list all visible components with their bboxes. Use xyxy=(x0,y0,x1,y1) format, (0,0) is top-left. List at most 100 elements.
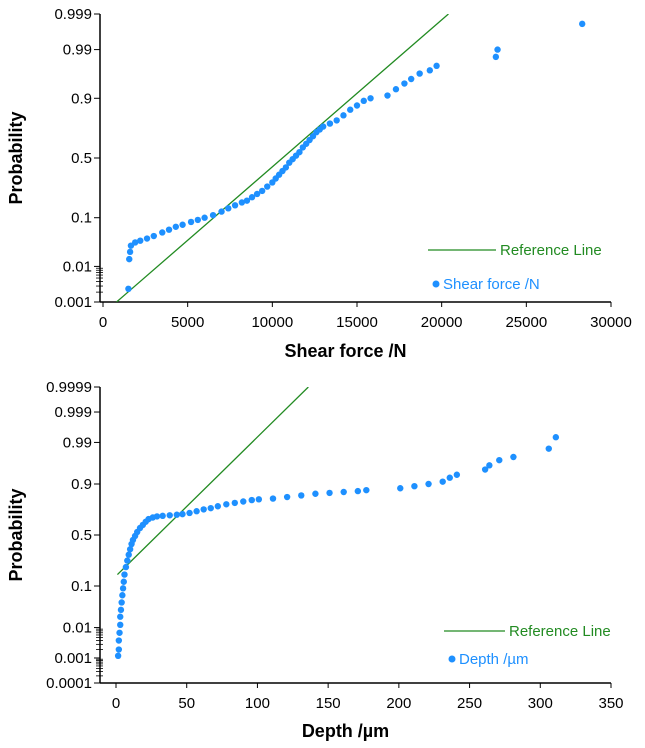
x-tick-label: 100 xyxy=(245,695,270,712)
x-tick-label: 15000 xyxy=(336,314,378,331)
data-point xyxy=(115,637,123,644)
y-tick-label: 0.999 xyxy=(54,404,92,421)
data-point xyxy=(363,486,370,494)
data-point xyxy=(269,495,277,502)
data-point xyxy=(481,466,489,473)
data-point xyxy=(326,120,334,127)
data-point xyxy=(179,221,186,228)
y-tick-label: 0.5 xyxy=(71,527,92,544)
data-point xyxy=(119,592,126,599)
x-tick-label: 250 xyxy=(457,695,482,712)
y-tick-label: 0.99 xyxy=(63,42,92,59)
y-tick-label: 0.999 xyxy=(54,6,92,23)
data-point xyxy=(492,53,500,61)
data-point xyxy=(552,434,560,441)
data-point xyxy=(545,445,552,452)
data-point xyxy=(384,92,391,99)
data-point xyxy=(231,202,239,209)
data-point xyxy=(172,223,180,230)
data-point xyxy=(223,501,230,508)
data-point xyxy=(165,226,173,233)
data-point xyxy=(411,482,418,490)
data-point xyxy=(253,190,261,198)
data-point xyxy=(258,187,266,195)
data-point xyxy=(248,194,256,201)
data-point xyxy=(319,123,327,130)
data-point xyxy=(340,112,347,119)
x-tick-label: 20000 xyxy=(421,314,463,331)
x-tick-label: 350 xyxy=(598,695,623,712)
data-point xyxy=(125,551,132,558)
data-point xyxy=(214,503,222,510)
y-tick-label: 0.99 xyxy=(63,434,92,451)
y-tick-label: 0.1 xyxy=(71,578,92,595)
y-tick-label: 0.9 xyxy=(71,476,92,493)
data-point xyxy=(120,578,127,585)
data-point xyxy=(298,492,305,499)
data-point xyxy=(126,546,134,553)
data-point xyxy=(143,235,151,242)
data-point xyxy=(225,205,232,212)
x-tick-label: 10000 xyxy=(251,314,293,331)
x-tick-label: 5000 xyxy=(171,314,204,331)
data-point xyxy=(416,70,423,77)
data-point xyxy=(401,80,408,87)
data-point xyxy=(131,239,139,246)
data-point xyxy=(282,164,290,171)
data-point xyxy=(238,199,246,206)
x-tick-label: 200 xyxy=(386,695,411,712)
legend-reference-label: Reference Line xyxy=(500,242,602,259)
data-point xyxy=(354,487,362,495)
data-point xyxy=(122,563,130,571)
data-point xyxy=(312,490,319,497)
data-point xyxy=(579,20,586,28)
data-point xyxy=(126,255,133,263)
data-point xyxy=(119,585,127,592)
data-point xyxy=(117,613,124,620)
x-tick-label: 150 xyxy=(316,695,341,712)
data-point xyxy=(360,97,367,105)
data-point xyxy=(116,629,123,636)
data-point xyxy=(347,106,354,113)
data-point xyxy=(446,474,453,481)
data-point xyxy=(200,506,207,513)
data-point xyxy=(125,285,132,293)
x-tick-label: 50 xyxy=(178,695,195,712)
data-point xyxy=(186,509,193,517)
data-point xyxy=(333,117,340,124)
data-point xyxy=(407,75,415,83)
x-tick-label: 0 xyxy=(99,314,107,331)
data-point xyxy=(433,62,440,70)
y-tick-label: 0.0001 xyxy=(46,675,92,692)
data-point xyxy=(115,646,123,653)
data-point xyxy=(193,508,200,515)
y-tick-label: 0.5 xyxy=(71,150,92,167)
data-point xyxy=(159,229,166,236)
data-point xyxy=(353,102,361,109)
data-point xyxy=(494,46,501,53)
data-point xyxy=(124,557,131,564)
data-point xyxy=(173,511,181,518)
reference-line xyxy=(116,387,309,576)
data-point xyxy=(264,183,271,190)
data-point xyxy=(117,621,124,629)
y-tick-label: 0.001 xyxy=(54,294,92,311)
data-point xyxy=(392,86,400,93)
data-point xyxy=(117,606,125,614)
data-point xyxy=(496,456,503,464)
data-point xyxy=(121,571,128,578)
data-point xyxy=(179,510,186,518)
shear-force-probability-plot: 0.001 0.01 0.1 0.5 0.9 0.99 0.999 0 5000 10000 150… xyxy=(6,6,632,361)
data-point xyxy=(201,214,208,221)
data-point xyxy=(194,216,202,224)
data-point xyxy=(231,499,238,507)
y-tick-label: 0.9 xyxy=(71,90,92,107)
data-point xyxy=(397,485,404,492)
data-point xyxy=(367,95,374,102)
y-tick-label: 0.9999 xyxy=(46,379,92,396)
data-point xyxy=(296,148,303,156)
data-point xyxy=(248,496,255,504)
y-axis-title: Probability xyxy=(6,488,26,581)
x-tick-label: 0 xyxy=(112,695,120,712)
